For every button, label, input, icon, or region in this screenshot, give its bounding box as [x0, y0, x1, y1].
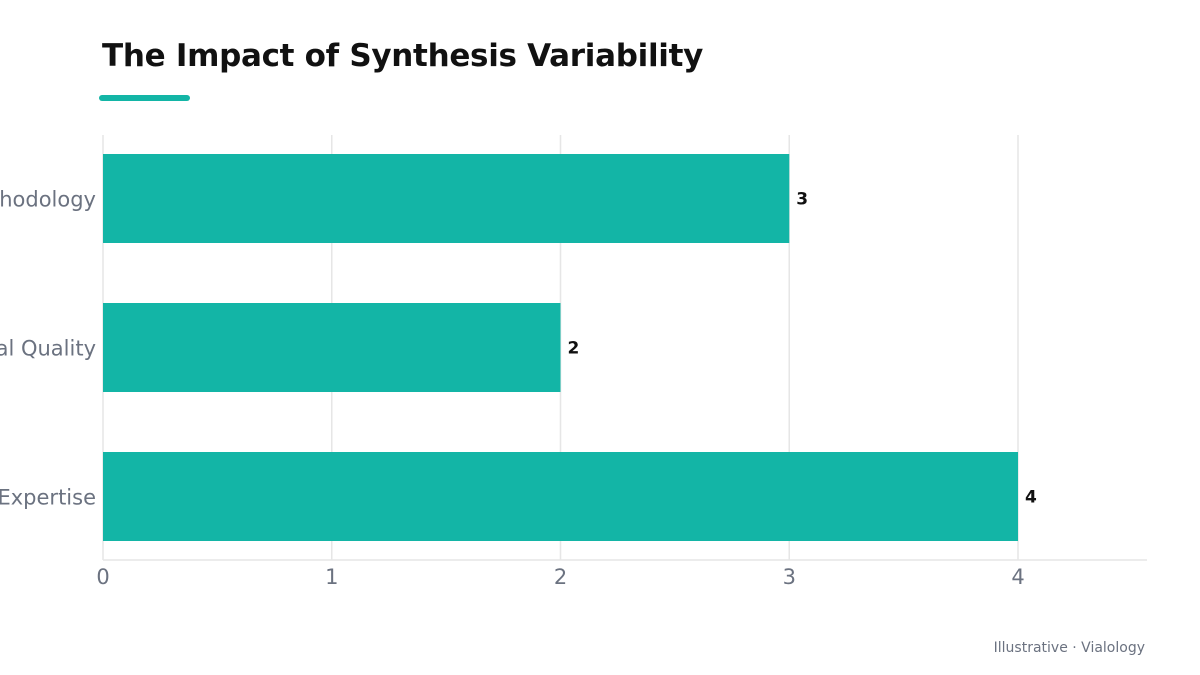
category-label: Material Quality: [0, 337, 96, 361]
bar-value-label: 2: [568, 339, 580, 359]
bars: [103, 154, 1018, 541]
x-tick-label: 3: [783, 565, 796, 589]
value-labels: 3 2 4: [568, 190, 1038, 508]
category-label: Methodology: [0, 188, 96, 212]
bar-value-label: 3: [796, 190, 808, 210]
title-accent-underline: [99, 95, 190, 101]
x-tick-label: 0: [96, 565, 109, 589]
bar-value-label: 4: [1025, 488, 1037, 508]
category-label: Expertise: [0, 486, 96, 510]
chart-title: The Impact of Synthesis Variability: [102, 38, 704, 74]
footer-credit: Illustrative · Vialology: [993, 640, 1145, 656]
x-tick-label: 2: [554, 565, 567, 589]
bar: [103, 154, 790, 243]
bar: [103, 303, 561, 392]
x-tick-labels: 0 1 2 3 4: [96, 565, 1024, 589]
x-tick-label: 1: [325, 565, 338, 589]
category-labels: Methodology Material Quality Expertise: [0, 188, 96, 510]
bar: [103, 452, 1018, 541]
x-tick-label: 4: [1011, 565, 1024, 589]
